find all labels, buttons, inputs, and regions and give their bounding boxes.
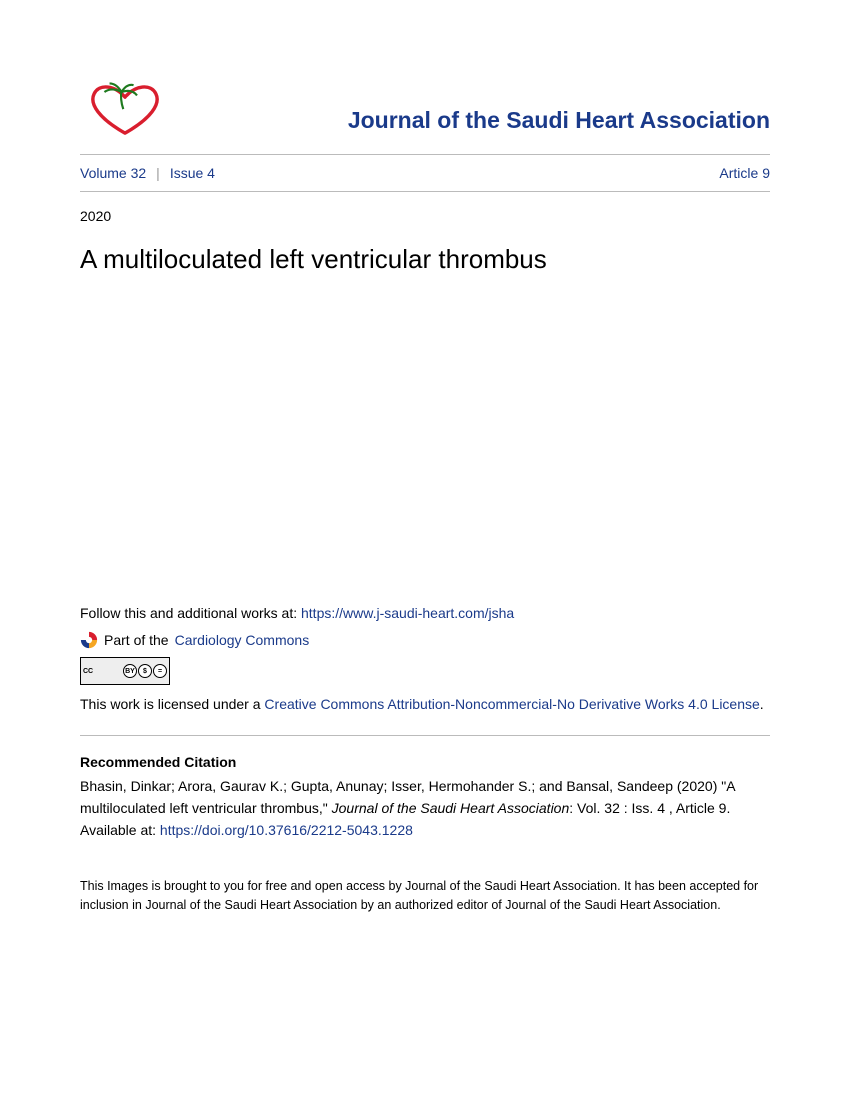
volume-link[interactable]: Volume 32 [80,165,146,181]
license-text: This work is licensed under a Creative C… [80,693,770,715]
year-text: 2020 [80,208,770,224]
citation-journal: Journal of the Saudi Heart Association [332,800,570,816]
meta-divider: | [156,165,160,181]
follow-row: Follow this and additional works at: htt… [80,605,770,621]
license-suffix: . [760,696,764,712]
citation-text-2: : Vol. 32 : Iss. 4 , Article 9. [569,800,730,816]
license-prefix: This work is licensed under a [80,696,264,712]
citation-heading: Recommended Citation [80,754,770,770]
journal-logo [80,80,170,140]
footer-text: This Images is brought to you for free a… [80,877,770,915]
partof-row: Part of the Cardiology Commons [80,631,770,649]
issue-link[interactable]: Issue 4 [170,165,215,181]
network-icon [80,631,98,649]
follow-prefix: Follow this and additional works at: [80,605,301,621]
divider-line-2 [80,191,770,192]
commons-link[interactable]: Cardiology Commons [175,632,310,648]
citation-body: Bhasin, Dinkar; Arora, Gaurav K.; Gupta,… [80,776,770,841]
divider-line-3 [80,735,770,736]
meta-left: Volume 32 | Issue 4 [80,165,215,181]
partof-prefix: Part of the [104,632,169,648]
available-prefix: Available at: [80,822,160,838]
license-link[interactable]: Creative Commons Attribution-Noncommerci… [264,696,759,712]
doi-link[interactable]: https://doi.org/10.37616/2212-5043.1228 [160,822,413,838]
follow-link[interactable]: https://www.j-saudi-heart.com/jsha [301,605,514,621]
meta-row: Volume 32 | Issue 4 Article 9 [80,155,770,191]
journal-title: Journal of the Saudi Heart Association [348,107,770,140]
article-title: A multiloculated left ventricular thromb… [80,244,770,275]
header-row: Journal of the Saudi Heart Association [80,80,770,140]
cc-license-badge[interactable]: CC BY $ = [80,657,170,685]
article-link[interactable]: Article 9 [719,165,770,181]
